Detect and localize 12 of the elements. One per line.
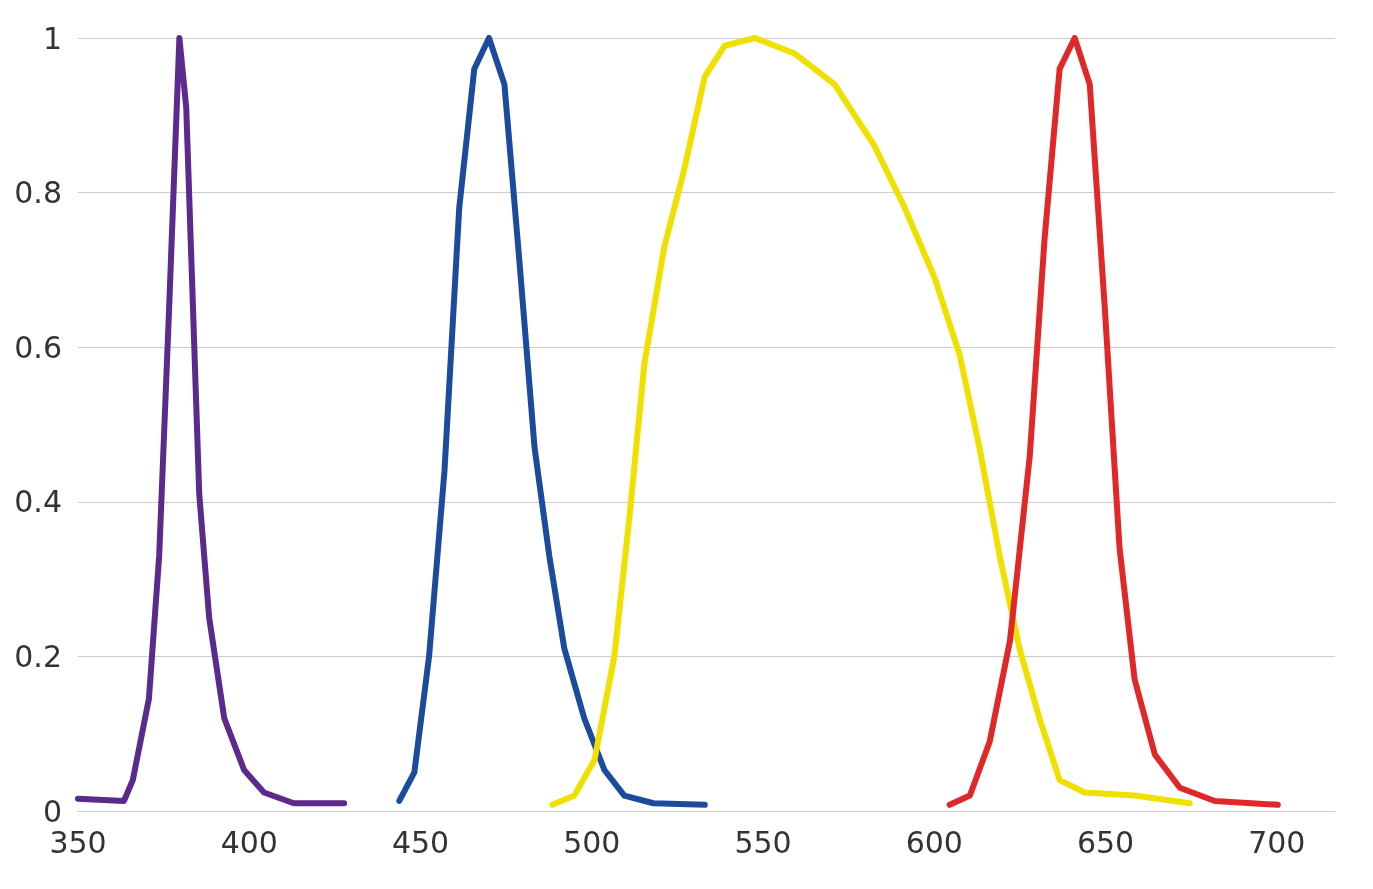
y-tick-label: 0.2 [14, 638, 62, 674]
y-tick-label: 1 [42, 20, 62, 56]
y-tick-label: 0.4 [14, 484, 62, 520]
x-tick-label: 650 [1076, 824, 1135, 860]
x-tick-label: 400 [220, 824, 278, 860]
x-tick-label: 550 [734, 824, 792, 860]
x-tick-label: 600 [905, 824, 963, 860]
x-tick-label: 450 [391, 824, 450, 860]
x-tick-label: 500 [563, 824, 621, 860]
y-tick-label: 0.8 [14, 175, 62, 211]
y-tick-label: 0.6 [14, 329, 62, 365]
x-tick-label: 700 [1248, 824, 1306, 860]
